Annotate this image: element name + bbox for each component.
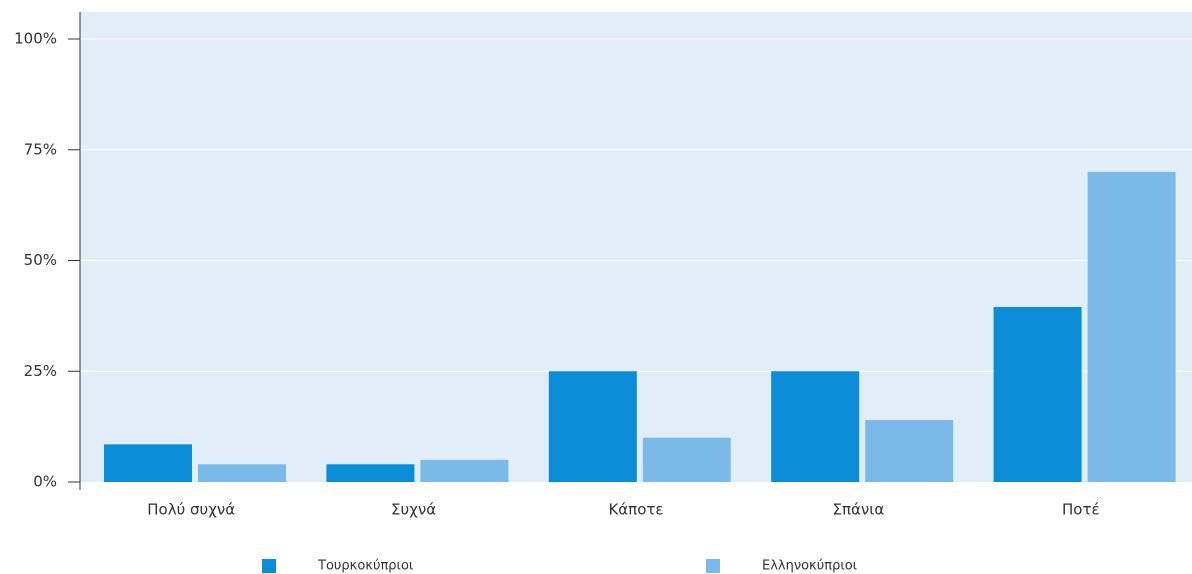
y-tick-label: 25%	[24, 362, 57, 380]
legend-swatch	[706, 559, 720, 573]
legend-label: Ελληνοκύπριοι	[762, 559, 857, 574]
x-tick-label: Κάποτε	[608, 501, 663, 519]
bar	[865, 419, 954, 482]
y-tick-label: 75%	[24, 140, 57, 158]
bar	[420, 459, 509, 482]
bar	[771, 371, 860, 482]
x-tick-label: Πολύ συχνά	[147, 501, 235, 519]
x-tick-label: Συχνά	[391, 501, 436, 519]
y-tick-label: 0%	[33, 473, 57, 491]
bar	[326, 464, 415, 482]
bar	[1087, 171, 1176, 482]
bar	[198, 464, 286, 482]
legend-label: Τουρκοκύπριοι	[317, 559, 413, 574]
bar	[642, 437, 731, 482]
x-tick-label: Ποτέ	[1062, 501, 1100, 519]
legend-swatch	[262, 559, 276, 573]
y-tick-label: 100%	[14, 30, 57, 48]
bar	[548, 371, 637, 482]
y-tick-label: 50%	[24, 251, 57, 269]
bar	[104, 444, 192, 482]
bar	[993, 307, 1082, 482]
x-tick-label: Σπάνια	[833, 501, 885, 519]
